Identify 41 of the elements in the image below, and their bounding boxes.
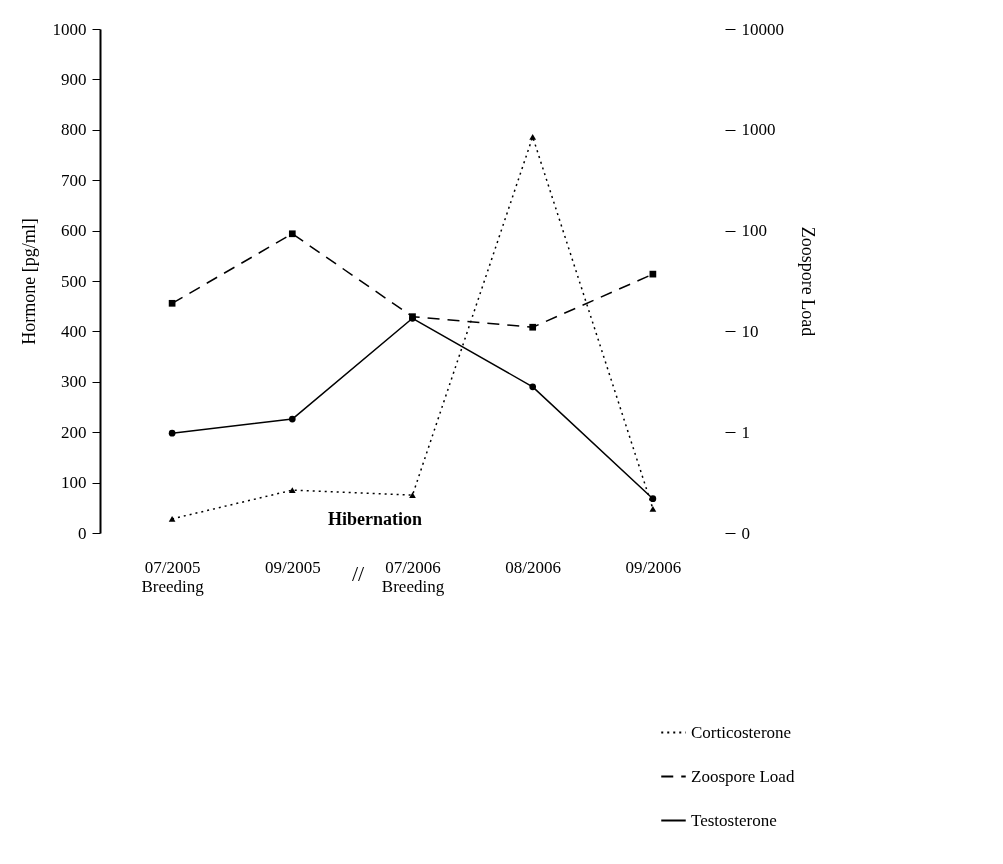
point xyxy=(288,415,296,423)
y2-tick-label: 1000 xyxy=(741,120,776,140)
legend-label: Zoospore Load xyxy=(691,766,795,786)
point xyxy=(529,323,537,331)
point xyxy=(529,133,537,140)
y-tick-label: 400 xyxy=(61,321,87,341)
y-tick-label: 800 xyxy=(61,120,87,140)
y2-tick-label: 10 xyxy=(741,321,759,341)
y-tick-label: 0 xyxy=(78,523,87,543)
x-tick-label: 09/2005 xyxy=(264,557,321,577)
point xyxy=(529,383,537,391)
y-tick-label: 1000 xyxy=(52,19,87,39)
y-tick-label: 700 xyxy=(61,170,87,190)
point xyxy=(288,487,296,494)
point xyxy=(649,505,657,512)
y2-axis-title: Zoospore Load xyxy=(798,226,818,337)
legend-label: Corticosterone xyxy=(691,722,792,742)
point xyxy=(649,495,657,503)
x-tick-label: 07/2005 Breeding xyxy=(141,557,205,596)
legend-label: Testosterone xyxy=(691,810,777,830)
y-tick-label: 300 xyxy=(61,372,87,392)
x-tick-label: 07/2006 Breeding xyxy=(381,557,445,596)
point xyxy=(168,515,176,522)
y-tick-label: 200 xyxy=(61,422,87,442)
y2-tick-label: 0 xyxy=(741,523,750,543)
y-axis-title: Hormone [pg/ml] xyxy=(18,218,39,345)
point xyxy=(288,230,296,238)
text: // xyxy=(351,561,365,586)
y2-tick-label: 1 xyxy=(741,422,750,442)
annotation: Hibernation xyxy=(327,509,423,529)
x-tick-label: 08/2006 xyxy=(505,557,562,577)
x-tick-label: 09/2006 xyxy=(625,557,682,577)
point xyxy=(168,429,176,437)
point xyxy=(409,492,416,499)
y-tick-label: 100 xyxy=(61,473,87,493)
y-tick-label: 600 xyxy=(61,221,87,241)
point xyxy=(168,299,176,307)
y-tick-label: 900 xyxy=(61,69,87,89)
y2-tick-label: 10000 xyxy=(741,19,784,39)
y-tick-label: 500 xyxy=(61,271,87,291)
y2-tick-label: 100 xyxy=(741,221,767,241)
